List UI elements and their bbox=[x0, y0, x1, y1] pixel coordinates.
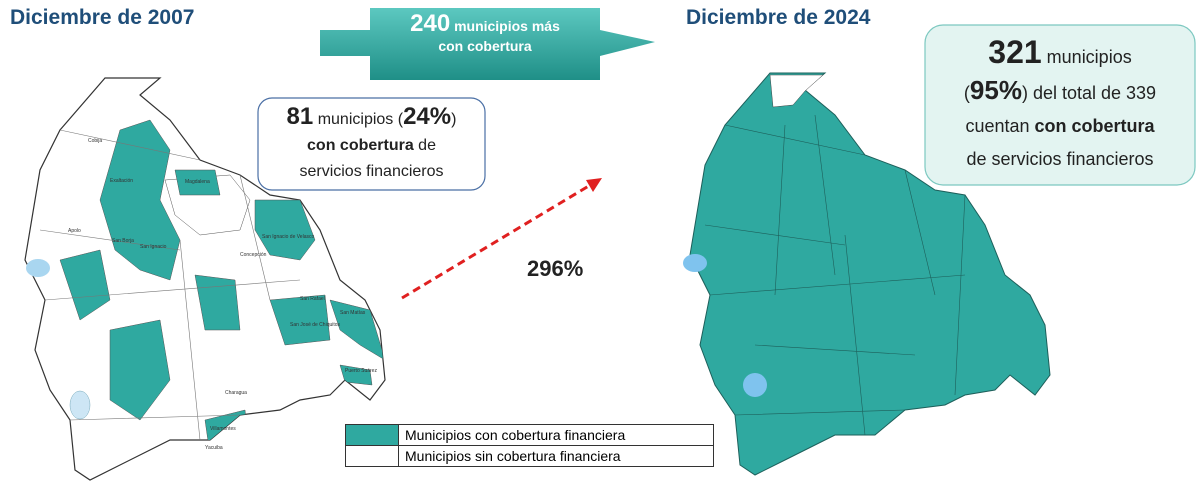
map-label: Magdalena bbox=[185, 179, 210, 185]
internal-border bbox=[39, 129, 301, 441]
map-label: San José de Chiquitos bbox=[290, 322, 341, 328]
covered-region bbox=[269, 294, 331, 346]
legend-item: Municipios sin cobertura financiera bbox=[345, 445, 714, 467]
growth-arrow bbox=[401, 182, 593, 300]
text: de servicios financieros bbox=[966, 149, 1154, 169]
map-label: San Matías bbox=[340, 310, 366, 316]
lake bbox=[683, 254, 707, 272]
banner-line: con cobertura bbox=[438, 38, 532, 54]
uncovered-region bbox=[769, 74, 824, 108]
legend-item: Municipios con cobertura financiera bbox=[345, 424, 714, 446]
map-label: San Ignacio bbox=[140, 244, 167, 250]
number: 81 bbox=[286, 103, 314, 130]
map-label: Puerto Suárez bbox=[345, 368, 377, 374]
bold-text: con cobertura bbox=[1034, 116, 1155, 136]
arrow-head bbox=[586, 178, 602, 192]
number: 321 bbox=[988, 34, 1042, 70]
text: ) del total de 339 bbox=[1021, 83, 1157, 103]
map-2024 bbox=[683, 72, 1051, 476]
covered-region bbox=[194, 274, 241, 331]
map-label: San Rafael bbox=[300, 296, 325, 302]
banner-text: 240 municipios más con cobertura bbox=[370, 12, 600, 56]
text: ( bbox=[963, 83, 970, 103]
covered-region bbox=[59, 249, 111, 321]
map-label: Yacuiba bbox=[205, 445, 223, 451]
map-label: San Ignacio de Velasco bbox=[262, 234, 314, 240]
covered-region bbox=[254, 199, 316, 261]
growth-label: 296% bbox=[527, 256, 583, 281]
salt-flat bbox=[69, 390, 91, 420]
banner-number: 240 bbox=[410, 10, 451, 37]
covered-region bbox=[109, 319, 171, 421]
map-label: Concepción bbox=[240, 252, 267, 258]
text: cuentan bbox=[965, 116, 1030, 136]
covered-region bbox=[329, 299, 385, 361]
percent: 24% bbox=[403, 103, 452, 130]
text: de bbox=[418, 137, 436, 154]
legend-label: Municipios sin cobertura financiera bbox=[405, 448, 621, 464]
callout-2007: 81 municipios (24%) con cobertura de ser… bbox=[258, 104, 485, 185]
text: municipios bbox=[1046, 47, 1132, 67]
text: municipios ( bbox=[317, 111, 404, 128]
lake bbox=[26, 259, 50, 277]
map-label: Charagua bbox=[225, 390, 247, 396]
map-2007 bbox=[24, 77, 386, 481]
map-label: Apolo bbox=[68, 228, 81, 234]
text: ) bbox=[451, 111, 457, 128]
legend-swatch bbox=[346, 425, 399, 445]
covered-region bbox=[174, 169, 221, 196]
country-outline bbox=[689, 72, 1051, 476]
banner-arrow bbox=[320, 8, 655, 80]
internal-border bbox=[704, 114, 966, 436]
banner-line: municipios más bbox=[454, 18, 560, 34]
percent: 95% bbox=[969, 75, 1022, 105]
bold-text: con cobertura bbox=[307, 137, 414, 154]
text: servicios financieros bbox=[299, 163, 444, 180]
covered-region bbox=[99, 119, 181, 281]
left-title: Diciembre de 2007 bbox=[10, 6, 195, 29]
legend-swatch bbox=[346, 446, 399, 466]
map-label: San Borja bbox=[112, 238, 134, 244]
callout-box bbox=[257, 97, 486, 191]
callout-box bbox=[924, 24, 1196, 186]
right-title: Diciembre de 2024 bbox=[686, 6, 871, 29]
map-label: Cobija bbox=[88, 138, 102, 144]
covered-region bbox=[339, 364, 373, 386]
salt-flat bbox=[743, 373, 767, 397]
map-label: Villamontes bbox=[210, 426, 236, 432]
map-label: Exaltación bbox=[110, 178, 133, 184]
legend-label: Municipios con cobertura financiera bbox=[405, 427, 626, 443]
callout-2024: 321 municipios (95%) del total de 339 cu… bbox=[925, 36, 1195, 176]
